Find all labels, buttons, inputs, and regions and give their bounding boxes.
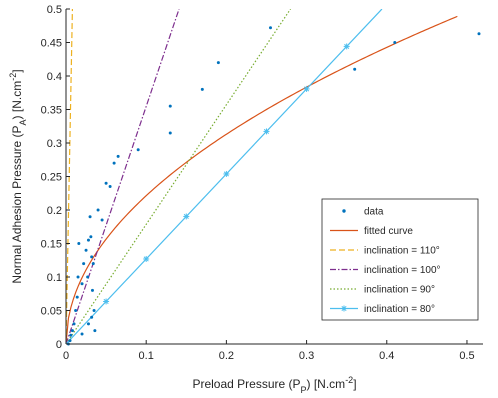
inclination-80-marker [223, 170, 230, 177]
data-point [104, 181, 108, 185]
data-point [116, 154, 120, 158]
data-point [92, 309, 96, 312]
y-tick-label: 0.05 [41, 306, 62, 318]
plot-lines [66, 9, 458, 344]
legend-symbol [330, 305, 358, 312]
inclination-80-marker [263, 128, 270, 135]
data-point [90, 315, 94, 319]
data-point [72, 322, 76, 326]
x-tick-label: 0.4 [379, 350, 394, 362]
legend-entry-label: fitted curve [364, 226, 413, 237]
inclination-80-marker [343, 43, 350, 50]
data-point [84, 248, 88, 252]
data-point [86, 238, 90, 242]
y-tick-label: 0.25 [41, 172, 62, 184]
data-point [168, 131, 172, 135]
y-tick-label: 0.2 [47, 205, 62, 217]
legend: data fitted curve inclination = 110° inclin… [321, 198, 479, 321]
legend-entry-label: inclination = 100° [364, 265, 441, 276]
data-point [268, 26, 272, 30]
data-point [112, 161, 116, 165]
legend-entry-label: data [364, 207, 384, 218]
data-point [353, 67, 357, 71]
x-tick-label: 0.5 [459, 350, 474, 362]
data-point [86, 275, 90, 279]
y-tick-label: 0.35 [41, 105, 62, 117]
data-point [136, 148, 140, 152]
data-point [91, 262, 95, 266]
inclination-line [66, 9, 292, 344]
data-point [86, 322, 90, 326]
y-axis-label: Normal Adhesion Pressure (PA) [N.cm-2] [8, 69, 28, 283]
inclination-line [66, 9, 180, 344]
data-point [89, 235, 93, 239]
y-tick-label: 0.5 [47, 4, 62, 16]
data-point [168, 104, 172, 108]
data-point [393, 41, 397, 44]
data-point [77, 242, 81, 245]
data-point [477, 32, 481, 36]
legend-box [321, 198, 479, 321]
data-point [90, 288, 94, 292]
fitted-curve-line [66, 15, 458, 344]
y-tick-label: 0 [56, 339, 62, 351]
plot-points [66, 26, 481, 346]
data-point [82, 262, 86, 266]
data-point [100, 218, 104, 222]
legend-entry-label: inclination = 90° [364, 285, 435, 296]
data-point [96, 208, 100, 212]
data-point [76, 275, 80, 279]
data-point [68, 339, 72, 343]
inclination-80-marker [66, 341, 69, 344]
data-point [90, 255, 94, 259]
data-point [75, 295, 79, 299]
y-tick-label: 0.45 [41, 38, 62, 50]
data-point [93, 329, 97, 333]
data-point [108, 185, 112, 189]
data-point [88, 215, 92, 219]
ticks: 0 0.1 0.2 0.3 0.4 0.5 0 0.05 0.1 0.15 0.2 0.25 0.3 0.… [41, 4, 475, 362]
data-point [80, 332, 84, 336]
y-tick-label: 0.3 [47, 138, 62, 150]
inclination-line [66, 9, 383, 344]
x-tick-label: 0.3 [299, 350, 314, 362]
y-tick-label: 0.4 [47, 71, 62, 83]
y-tick-label: 0.15 [41, 239, 62, 251]
x-tick-label: 0.2 [219, 350, 234, 362]
inclination-80-marker [183, 213, 190, 220]
y-tick-label: 0.1 [47, 272, 62, 284]
legend-entry-label: inclination = 110° [364, 246, 440, 257]
data-point [69, 333, 73, 337]
legend-symbol [342, 209, 346, 213]
legend-entry-label: inclination = 80° [364, 304, 435, 315]
x-tick-label: 0 [63, 350, 69, 362]
data-point [70, 329, 74, 333]
data-point [216, 61, 220, 65]
data-point [74, 309, 78, 312]
inclination-80-marker [303, 85, 310, 92]
inclination-80-marker [103, 298, 110, 305]
data-point [200, 87, 204, 91]
x-axis-label: Preload Pressure (PP) [N.cm-2] [192, 375, 356, 395]
inclination-80-marker [143, 255, 150, 262]
data-point [80, 282, 84, 286]
x-tick-label: 0.1 [139, 350, 154, 362]
